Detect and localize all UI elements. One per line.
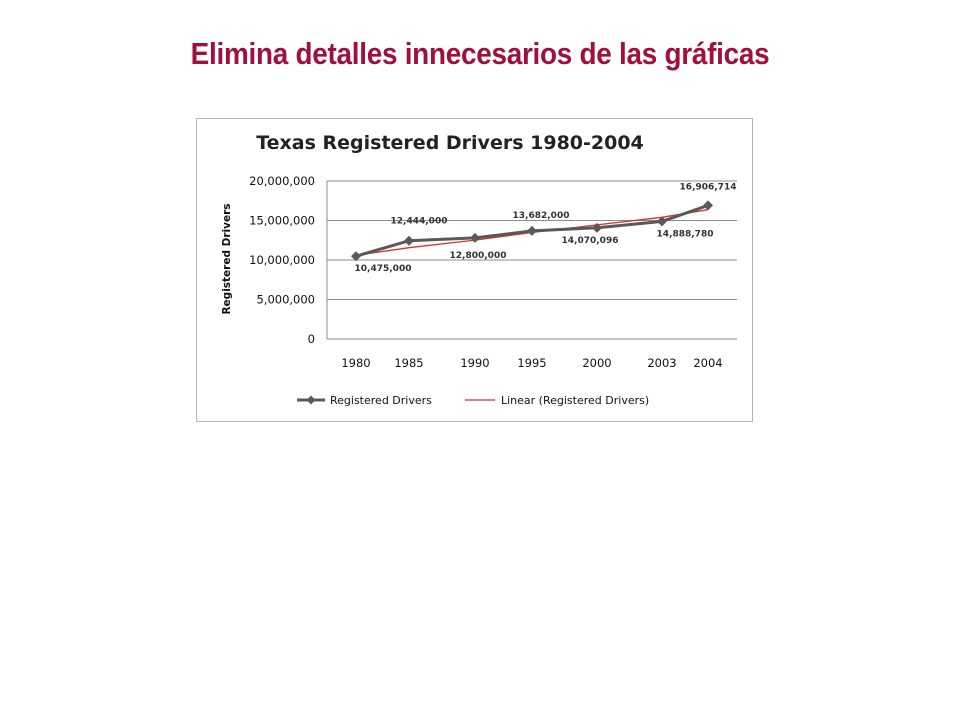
legend-swatch-marker [306, 395, 316, 405]
data-point-marker [703, 200, 713, 211]
data-point-marker [657, 216, 667, 227]
data-point-marker [351, 251, 361, 262]
data-label: 12,444,000 [391, 217, 448, 227]
y-tick-label: 5,000,000 [256, 293, 315, 307]
gridlines [326, 180, 737, 340]
legend-entry-linear: Linear (Registered Drivers) [501, 394, 649, 407]
x-tick-label: 1985 [394, 356, 423, 370]
x-tick-label: 1990 [460, 356, 489, 370]
data-label: 13,682,000 [513, 211, 570, 221]
x-tick-label: 1995 [517, 356, 546, 370]
legend: Registered Drivers Linear (Registered Dri… [297, 394, 649, 407]
y-tick-label: 20,000,000 [249, 174, 315, 188]
y-tick-label: 0 [308, 332, 315, 346]
data-label: 12,800,000 [450, 251, 507, 261]
slide-title: Elimina detalles innecesarios de las grá… [190, 36, 770, 71]
x-tick-label: 1980 [341, 356, 370, 370]
x-tick-label: 2000 [582, 356, 611, 370]
y-tick-label: 15,000,000 [249, 214, 315, 228]
series-group [351, 200, 713, 262]
data-label: 14,070,096 [562, 236, 619, 246]
data-labels: 10,475,000 12,444,000 12,800,000 13,682,000… [355, 182, 737, 274]
x-tick-label: 2004 [693, 356, 722, 370]
data-label: 16,906,714 [680, 182, 737, 192]
x-tick-labels: 1980 1985 1990 1995 2000 2003 2004 [341, 356, 722, 370]
y-tick-labels: 0 5,000,000 10,000,000 15,000,000 20,000,000 [249, 174, 315, 346]
x-tick-label: 2003 [647, 356, 676, 370]
y-axis-label: Registered Drivers [221, 203, 233, 314]
line-chart: Texas Registered Drivers 1980-2004 Regis… [221, 132, 737, 407]
chart-container: Texas Registered Drivers 1980-2004 Regis… [196, 118, 753, 422]
data-label: 10,475,000 [355, 264, 412, 274]
data-point-marker [527, 225, 537, 236]
y-tick-label: 10,000,000 [249, 253, 315, 267]
chart-title: Texas Registered Drivers 1980-2004 [256, 132, 644, 154]
data-point-marker [404, 235, 414, 246]
data-label: 14,888,780 [657, 229, 714, 239]
legend-entry-registered-drivers: Registered Drivers [330, 394, 432, 407]
data-point-marker [470, 232, 480, 243]
data-point-marker [592, 222, 602, 233]
